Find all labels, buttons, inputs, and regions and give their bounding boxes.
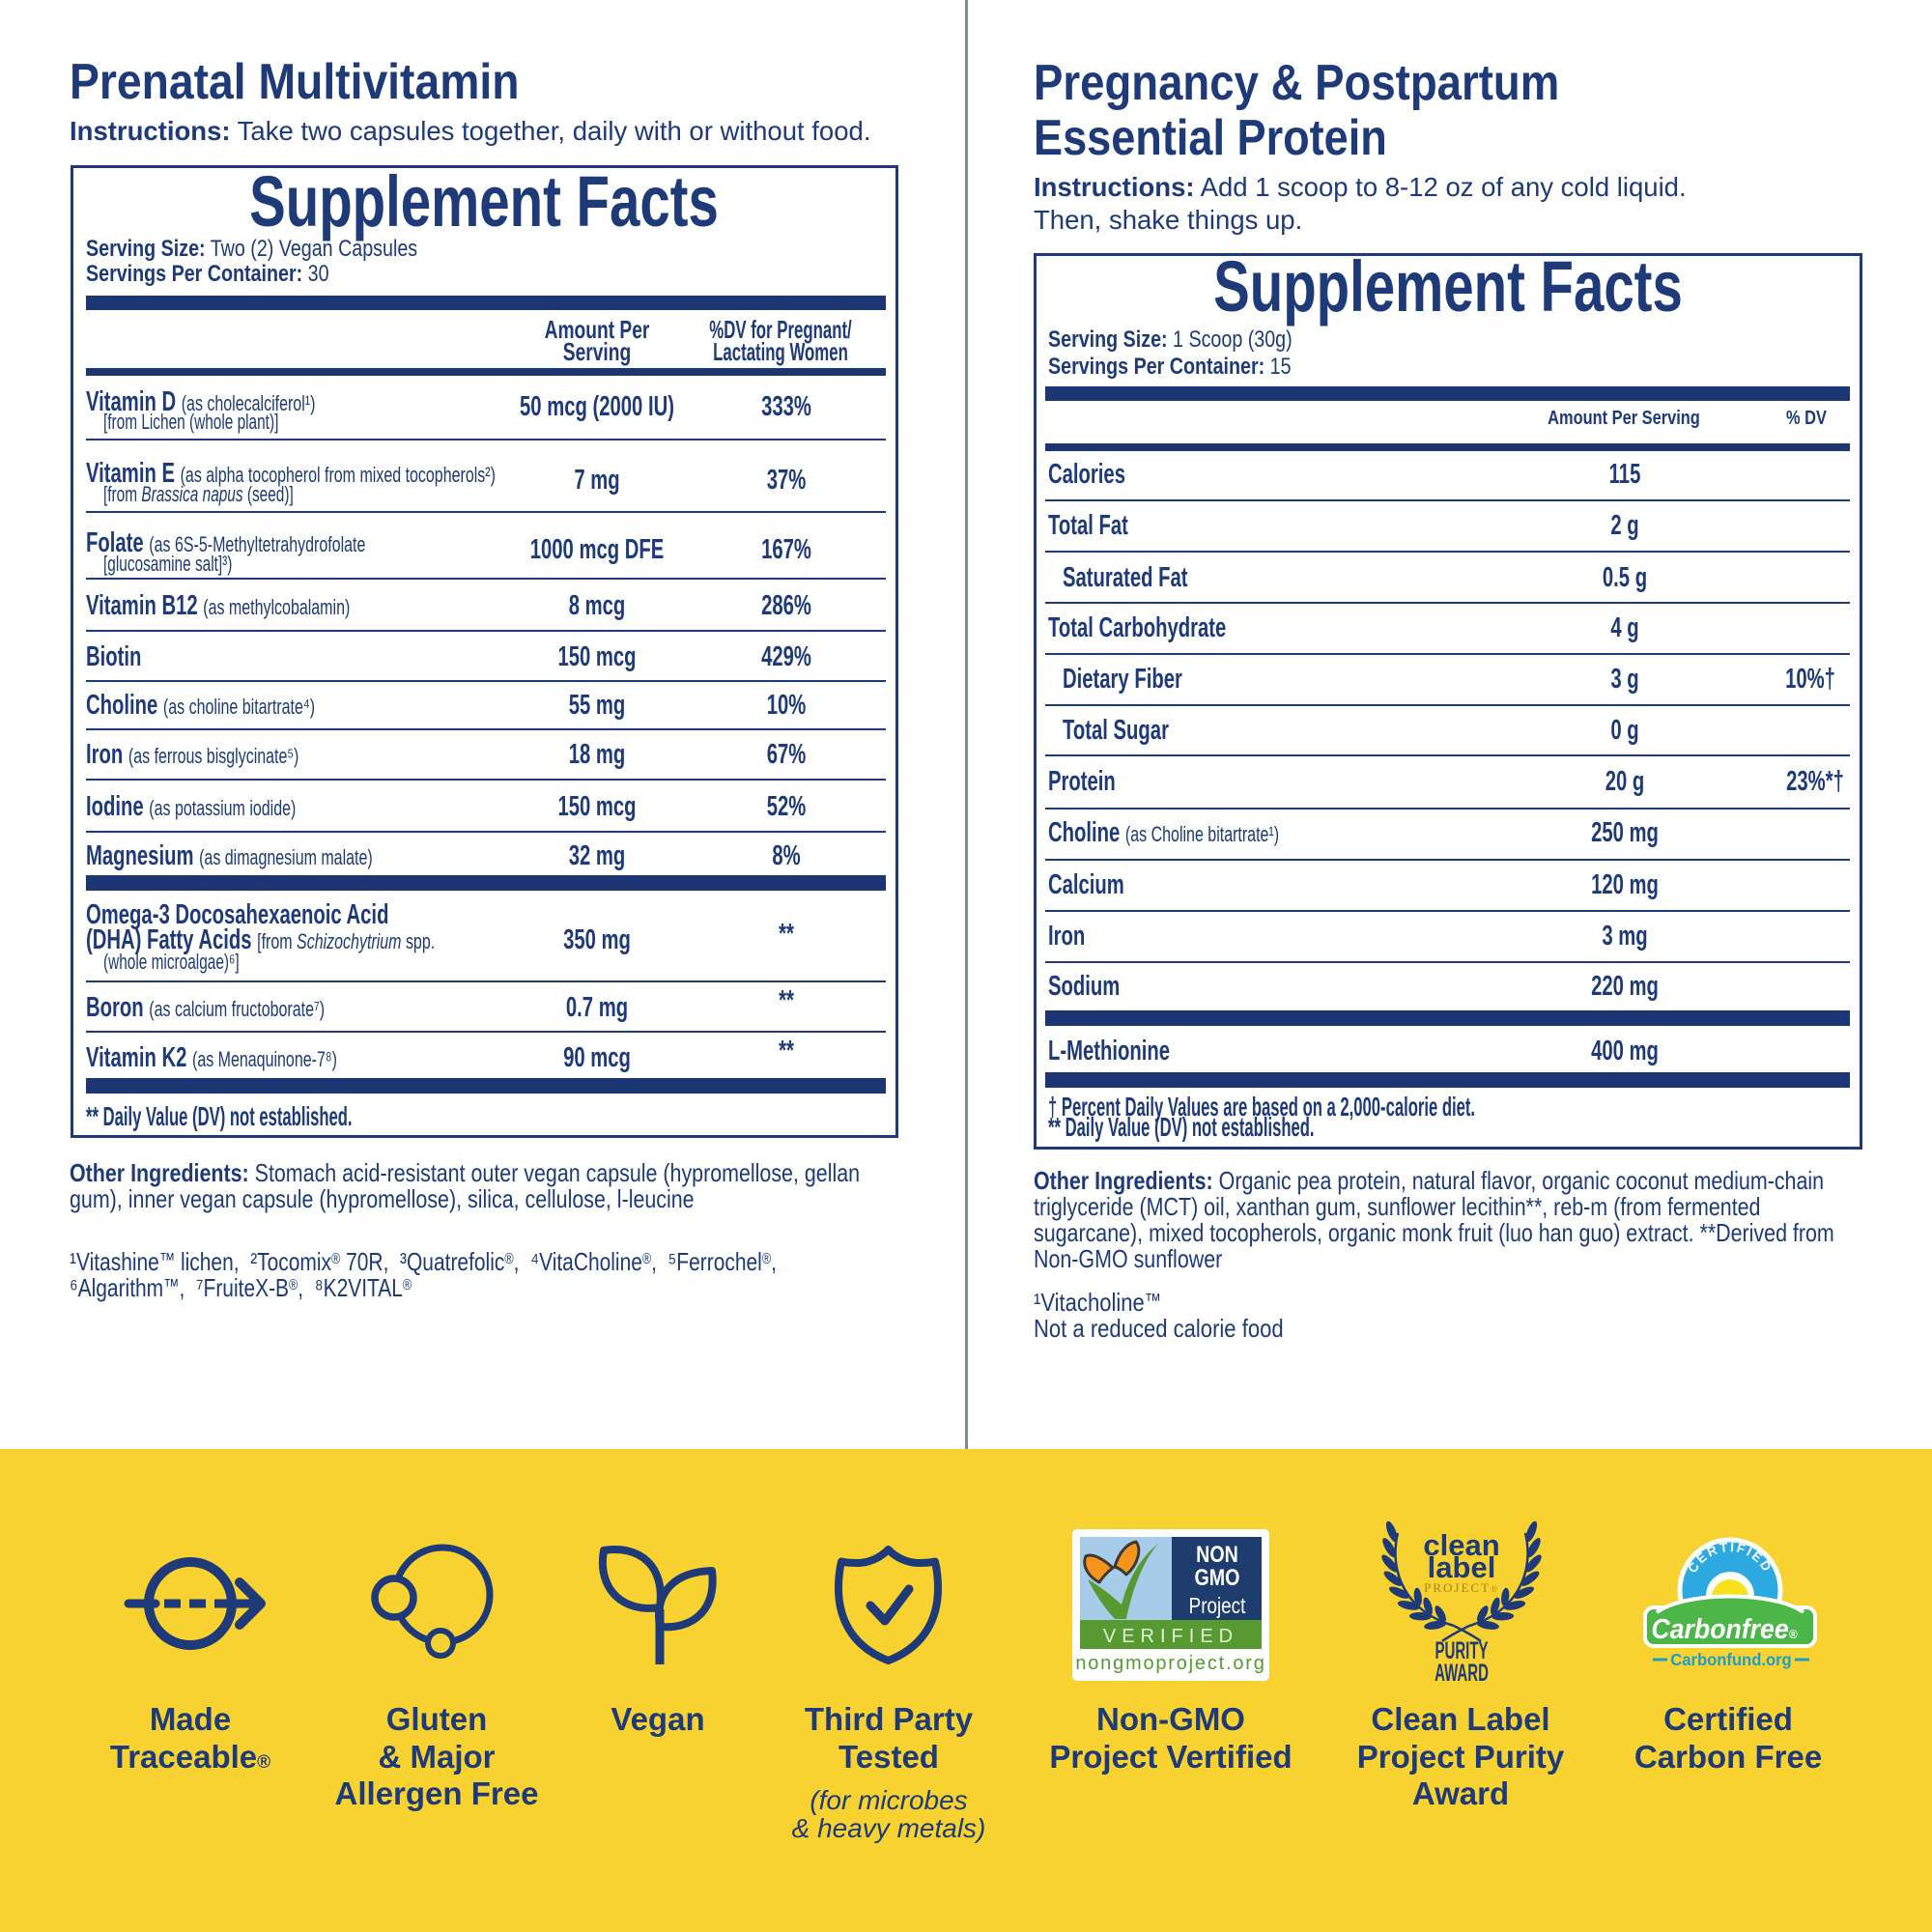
svg-text:clean: clean [1423, 1528, 1499, 1562]
svg-text:PROJECT®: PROJECT® [1424, 1580, 1499, 1595]
svg-text:AWARD: AWARD [1435, 1660, 1489, 1687]
svg-text:Project: Project [1189, 1594, 1246, 1618]
svg-text:Carbonfund.org: Carbonfund.org [1670, 1651, 1791, 1669]
svg-text:label: label [1428, 1550, 1496, 1584]
svg-text:Carbonfree®: Carbonfree® [1651, 1613, 1798, 1644]
svg-text:nongmoproject.org: nongmoproject.org [1075, 1653, 1265, 1674]
svg-text:PURITY: PURITY [1435, 1637, 1489, 1664]
svg-text:GMO: GMO [1195, 1564, 1240, 1590]
svg-text:VERIFIED: VERIFIED [1103, 1626, 1238, 1647]
svg-text:NON: NON [1196, 1541, 1238, 1567]
